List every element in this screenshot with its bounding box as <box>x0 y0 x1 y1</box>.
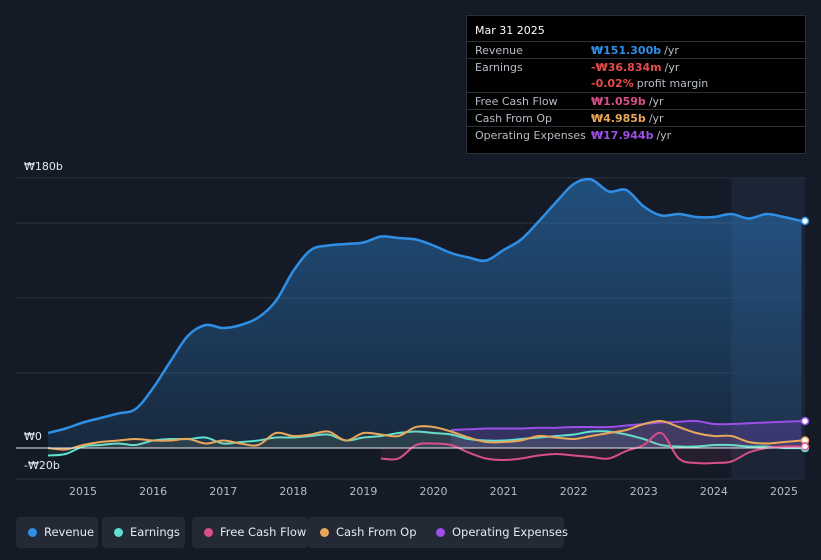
legend-label: Cash From Op <box>336 525 417 539</box>
legend-item-operating-expenses[interactable]: Operating Expenses <box>424 517 568 548</box>
legend-dot-icon <box>320 528 329 537</box>
revenue-line <box>47 177 802 435</box>
revenue-end-point <box>800 216 810 226</box>
x-tick-label: 2017 <box>209 485 237 498</box>
tooltip-value: -0.02% profit margin <box>591 77 709 90</box>
operating-expenses-line <box>450 419 802 431</box>
tooltip-suffix: /yr <box>648 95 664 108</box>
y-tick-label: -₩20b <box>24 459 60 472</box>
series-group <box>47 177 810 465</box>
tooltip-label: Cash From Op <box>475 112 553 125</box>
tooltip-value: -₩36.834m/yr <box>591 61 680 74</box>
legend-label: Revenue <box>44 525 95 539</box>
free-cash-flow-end-point <box>800 442 810 451</box>
tooltip-label: Revenue <box>475 44 523 57</box>
x-tick-label: 2015 <box>69 485 97 498</box>
tooltip-row: -0.02% profit margin <box>467 75 807 92</box>
legend-label: Earnings <box>130 525 180 539</box>
tooltip-suffix: profit margin <box>636 77 709 90</box>
revenue-area <box>48 179 802 448</box>
tooltip-value: ₩4.985b/yr <box>591 112 664 125</box>
tooltip-label: Free Cash Flow <box>475 95 558 108</box>
axes-group: ₩180b ₩0 -₩20b 2015 2016 2017 2018 2019 2020 2021… <box>16 160 805 498</box>
tooltip-value: ₩151.300b/yr <box>591 44 679 57</box>
x-tick-label: 2025 <box>770 485 798 498</box>
legend-label: Operating Expenses <box>452 525 568 539</box>
tooltip-suffix: /yr <box>648 112 664 125</box>
x-tick-label: 2016 <box>139 485 167 498</box>
legend-dot-icon <box>28 528 37 537</box>
tooltip-suffix: /yr <box>664 44 679 57</box>
tooltip-row: Earnings -₩36.834m/yr <box>467 58 807 76</box>
tooltip-row: Free Cash Flow ₩1.059b/yr <box>467 92 807 110</box>
free-cash-flow-line <box>380 431 802 465</box>
cash-from-op-line <box>47 419 802 451</box>
tooltip-label: Earnings <box>475 61 523 74</box>
x-tick-label: 2023 <box>630 485 658 498</box>
legend-dot-icon <box>436 528 445 537</box>
tooltip-suffix: /yr <box>656 129 672 142</box>
tooltip-date: Mar 31 2025 <box>475 24 545 37</box>
y-tick-label: ₩0 <box>24 430 42 443</box>
tooltip-value: ₩1.059b/yr <box>591 95 664 108</box>
earnings-line <box>47 430 802 457</box>
x-tick-label: 2021 <box>490 485 518 498</box>
legend-item-earnings[interactable]: Earnings <box>102 517 185 548</box>
x-tick-label: 2018 <box>279 485 307 498</box>
x-tick-label: 2024 <box>700 485 728 498</box>
cash-from-op-area <box>48 420 802 450</box>
tooltip-label: Operating Expenses <box>475 129 586 142</box>
tooltip-row: Revenue ₩151.300b/yr <box>467 41 807 59</box>
legend-item-revenue[interactable]: Revenue <box>16 517 98 548</box>
legend-item-free-cash-flow[interactable]: Free Cash Flow <box>192 517 308 548</box>
tooltip-row: Cash From Op ₩4.985b/yr <box>467 109 807 127</box>
legend-dot-icon <box>114 528 123 537</box>
x-tick-label: 2022 <box>560 485 588 498</box>
x-tick-label: 2020 <box>420 485 448 498</box>
tooltip-suffix: /yr <box>664 61 680 74</box>
tooltip-panel: Mar 31 2025 Revenue ₩151.300b/yr Earnings -… <box>466 15 807 154</box>
legend-dot-icon <box>204 528 213 537</box>
legend-label: Free Cash Flow <box>220 525 307 539</box>
x-tick-label: 2019 <box>349 485 377 498</box>
operating-expenses-end-point <box>800 416 810 426</box>
tooltip-value: ₩17.944b/yr <box>591 129 672 142</box>
tooltip-row: Operating Expenses ₩17.944b/yr <box>467 126 807 144</box>
legend-item-cash-from-op[interactable]: Cash From Op <box>308 517 432 548</box>
y-tick-label: ₩180b <box>24 160 63 173</box>
